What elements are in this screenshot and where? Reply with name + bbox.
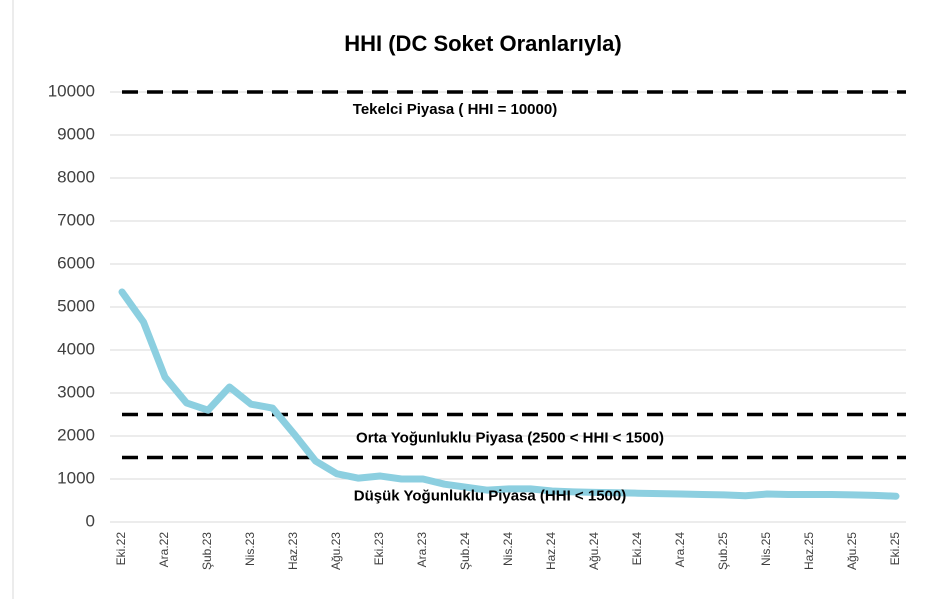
annotation: Orta Yoğunluklu Piyasa (2500 < HHI < 150…	[356, 429, 664, 446]
x-tick-label: Haz.25	[802, 532, 816, 570]
y-tick-label: 3000	[57, 382, 95, 401]
y-tick-label: 1000	[57, 468, 95, 487]
x-tick-label: Eki.24	[630, 532, 644, 566]
y-tick-label: 2000	[57, 425, 95, 444]
x-tick-label: Ağu.25	[845, 532, 859, 570]
annotation: Düşük Yoğunluklu Piyasa (HHI < 1500)	[354, 487, 626, 504]
data-line	[118, 288, 900, 500]
x-tick-label: Nis.23	[243, 532, 257, 566]
y-tick-label: 4000	[57, 339, 95, 358]
x-tick-label: Şub.25	[716, 532, 730, 570]
x-tick-label: Haz.24	[544, 532, 558, 570]
y-tick-label: 6000	[57, 253, 95, 272]
x-tick-label: Ara.23	[415, 532, 429, 568]
x-tick-label: Eki.23	[372, 532, 386, 566]
x-tick-label: Ağu.23	[329, 532, 343, 570]
annotation: Tekelci Piyasa ( HHI = 10000)	[353, 101, 557, 118]
y-tick-label: 7000	[57, 210, 95, 229]
y-tick-label: 10000	[48, 81, 95, 100]
y-tick-label: 8000	[57, 167, 95, 186]
y-tick-label: 9000	[57, 124, 95, 143]
x-tick-label: Ara.24	[673, 532, 687, 568]
x-tick-label: Haz.23	[286, 532, 300, 570]
x-tick-label: Nis.24	[501, 532, 515, 566]
x-tick-label: Eki.25	[888, 532, 902, 566]
chart-title: HHI (DC Soket Oranlarıyla)	[344, 31, 622, 56]
y-tick-label: 5000	[57, 296, 95, 315]
y-tick-label: 0	[86, 511, 95, 530]
x-tick-label: Eki.22	[114, 532, 128, 566]
x-tick-label: Şub.23	[200, 532, 214, 570]
x-tick-label: Nis.25	[759, 532, 773, 566]
x-tick-label: Ara.22	[157, 532, 171, 568]
x-tick-label: Şub.24	[458, 532, 472, 570]
x-tick-label: Ağu.24	[587, 532, 601, 570]
